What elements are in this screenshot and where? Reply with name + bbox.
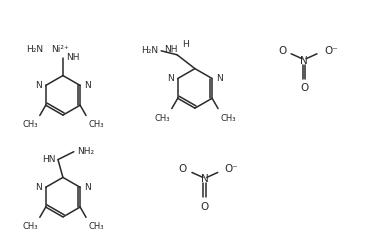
Text: O: O: [179, 164, 187, 175]
Text: CH₃: CH₃: [88, 222, 104, 231]
Text: O⁻: O⁻: [225, 164, 239, 175]
Text: CH₃: CH₃: [220, 114, 236, 123]
Text: CH₃: CH₃: [22, 222, 38, 231]
Text: N: N: [300, 56, 308, 66]
Text: Ni²⁺: Ni²⁺: [51, 45, 69, 54]
Text: CH₃: CH₃: [154, 114, 170, 123]
Text: O: O: [278, 46, 286, 56]
Text: O⁻: O⁻: [324, 46, 338, 56]
Text: NH: NH: [66, 53, 79, 62]
Text: H₂N: H₂N: [141, 46, 158, 55]
Text: NH: NH: [165, 45, 178, 54]
Text: N: N: [84, 183, 91, 192]
Text: NH₂: NH₂: [77, 147, 94, 156]
Text: H: H: [182, 40, 188, 49]
Text: N: N: [84, 81, 91, 90]
Text: O: O: [300, 84, 308, 93]
Text: H₂N: H₂N: [26, 45, 43, 54]
Text: N: N: [201, 174, 209, 184]
Text: N: N: [216, 74, 223, 83]
Text: CH₃: CH₃: [22, 121, 38, 129]
Text: CH₃: CH₃: [88, 121, 104, 129]
Text: HN: HN: [42, 155, 56, 164]
Text: N: N: [35, 183, 42, 192]
Text: N: N: [35, 81, 42, 90]
Text: O: O: [201, 202, 209, 212]
Text: N: N: [167, 74, 174, 83]
